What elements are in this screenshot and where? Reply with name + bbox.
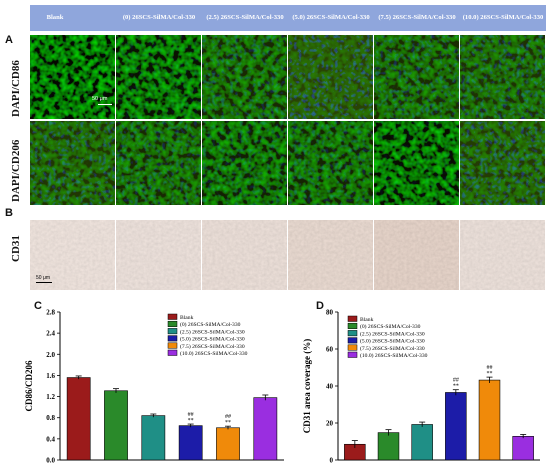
ihc-tile — [30, 220, 115, 290]
legend-label: Blank — [180, 315, 194, 321]
column-header-blank: Blank — [46, 14, 64, 21]
column-header-bar: Blank (0) 26SCS-SilMA/Col-330 (2.5) 26SC… — [30, 5, 546, 31]
legend-label: (7.5) 26SCS-SilMA/Col-330 — [360, 345, 425, 352]
y-axis-label: CD31 area coverage (%) — [302, 339, 312, 434]
legend-swatch — [167, 349, 178, 356]
y-tick-label: 2.0 — [46, 351, 55, 359]
significance-marker: ** — [188, 418, 194, 424]
legend-label: Blank — [360, 317, 374, 323]
ihc-tile — [116, 220, 201, 290]
column-header-5-0: (5.0) 26SCS-SilMA/Col-330 — [292, 14, 370, 21]
y-tick-label: 0.0 — [46, 457, 55, 465]
legend-label: (5.0) 26SCS-SilMA/Col-330 — [360, 338, 425, 345]
micrograph-tile — [30, 35, 115, 119]
legend-label: (0) 26SCS-SilMA/Col-330 — [360, 323, 421, 330]
legend-swatch — [167, 335, 178, 342]
panel-label-b: B — [5, 207, 13, 219]
legend-label: (7.5) 26SCS-SilMA/Col-330 — [180, 343, 245, 350]
bar — [253, 397, 278, 461]
legend-swatch — [347, 322, 358, 329]
legend-label: (2.5) 26SCS-SilMA/Col-330 — [360, 330, 425, 337]
panel-label-a: A — [5, 34, 13, 46]
column-header-10-0: (10.0) 26SCS-SilMA/Col-330 — [462, 14, 544, 21]
micrograph-tile — [202, 121, 287, 205]
micrograph-tile — [202, 35, 287, 119]
legend-swatch — [347, 337, 358, 344]
micrograph-tile — [116, 121, 201, 205]
micrograph-tile — [30, 121, 115, 205]
scale-label-ihc: 50 μm — [36, 275, 50, 281]
bar — [141, 415, 166, 461]
legend-swatch — [167, 313, 178, 320]
legend-swatch — [167, 320, 178, 327]
significance-marker: ## — [487, 365, 493, 371]
micrograph-tile — [374, 121, 459, 205]
micrograph-tile — [288, 121, 373, 205]
y-axis-label: CD86/CD206 — [24, 360, 34, 411]
bar — [216, 427, 240, 461]
significance-marker: ** — [453, 384, 459, 390]
bar — [445, 392, 467, 461]
y-tick-label: 0.8 — [46, 414, 55, 422]
legend-swatch — [347, 330, 358, 337]
ihc-tile — [460, 220, 545, 290]
row-label-cd31: CD31 — [10, 235, 22, 262]
bar — [178, 425, 203, 461]
micrograph-tile — [460, 121, 545, 205]
legend-label: (10.0) 26SCS-SilMA/Col-330 — [180, 350, 248, 357]
bar — [377, 432, 400, 461]
y-tick-label: 60 — [326, 346, 334, 354]
y-tick-label: 0 — [330, 457, 334, 465]
legend-swatch — [347, 344, 358, 351]
y-tick-label: 2.4 — [46, 330, 55, 338]
legend-swatch — [167, 342, 178, 349]
ihc-tile — [288, 220, 373, 290]
micrograph-tile — [116, 35, 201, 119]
ihc-image-row — [30, 220, 545, 290]
bar — [478, 379, 501, 461]
significance-marker: ** — [225, 420, 231, 426]
y-tick-label: 20 — [326, 420, 334, 428]
ihc-tile — [202, 220, 287, 290]
bar — [66, 377, 91, 461]
y-tick-label: 80 — [326, 309, 334, 317]
significance-marker: ## — [453, 378, 459, 384]
column-header-0: (0) 26SCS-SilMA/Col-330 — [122, 14, 196, 21]
column-header-2-5: (2.5) 26SCS-SilMA/Col-330 — [206, 14, 284, 21]
row-label-cd86: DAPI/CD86 — [10, 60, 22, 117]
y-tick-label: 1.2 — [46, 393, 55, 401]
legend-label: (10.0) 26SCS-SilMA/Col-330 — [360, 352, 428, 359]
legend-label: (0) 26SCS-SilMA/Col-330 — [180, 321, 241, 328]
bar — [411, 424, 433, 461]
y-tick-label: 1.6 — [46, 372, 55, 380]
bar — [512, 436, 534, 461]
legend-swatch — [167, 328, 178, 335]
panel-label-d: D — [316, 300, 324, 312]
y-tick-label: 0.4 — [46, 435, 55, 443]
micrograph-tile — [460, 35, 545, 119]
scale-label-fluor: 50 μm — [92, 96, 108, 102]
y-tick-label: 2.8 — [46, 309, 55, 317]
ihc-tile — [374, 220, 459, 290]
significance-marker: ** — [487, 371, 493, 377]
legend-swatch — [347, 351, 358, 358]
row-label-cd206: DAPI/CD206 — [10, 139, 22, 202]
y-tick-label: 40 — [326, 383, 334, 391]
micrograph-tile — [288, 35, 373, 119]
scale-bar-ihc — [36, 282, 52, 283]
chart-c: 0.00.40.81.21.62.02.42.8CD86/CD206##**##… — [24, 309, 284, 465]
legend-label: (2.5) 26SCS-SilMA/Col-330 — [180, 328, 245, 335]
bar — [104, 390, 128, 461]
significance-marker: ## — [188, 412, 194, 418]
column-header-7-5: (7.5) 26SCS-SilMA/Col-330 — [378, 14, 456, 21]
fluorescence-image-grid — [30, 35, 545, 205]
legend-swatch — [347, 315, 358, 322]
panel-label-c: C — [34, 300, 42, 312]
scale-bar-fluor — [98, 104, 112, 105]
significance-marker: ## — [225, 414, 231, 420]
micrograph-tile — [374, 35, 459, 119]
legend-label: (5.0) 26SCS-SilMA/Col-330 — [180, 336, 245, 343]
